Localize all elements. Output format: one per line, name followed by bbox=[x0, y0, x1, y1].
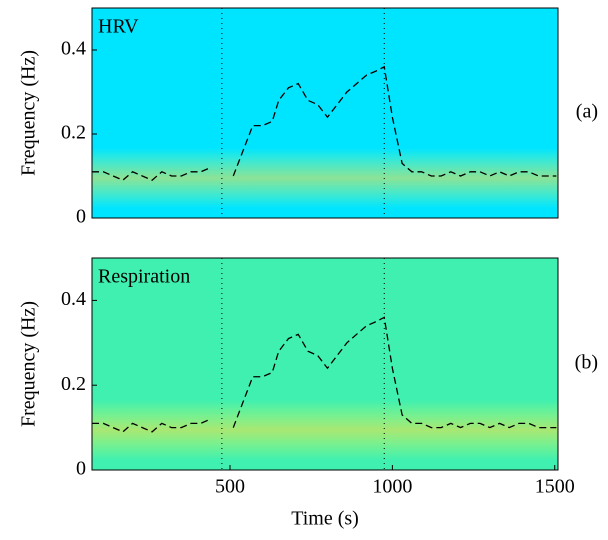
panel-label: (b) bbox=[575, 352, 598, 374]
frame bbox=[91, 7, 559, 219]
y-tick-label: 0.4 bbox=[61, 288, 86, 310]
y-axis-label: Frequency (Hz) bbox=[18, 50, 40, 176]
x-axis-label: Time (s) bbox=[291, 508, 359, 530]
y-axis-label: Frequency (Hz) bbox=[18, 301, 40, 427]
ridge-line bbox=[92, 65, 557, 181]
panel-label: (a) bbox=[576, 101, 598, 123]
band bbox=[92, 400, 558, 460]
x-tick-label: 1500 bbox=[535, 476, 575, 498]
annotation: Respiration bbox=[98, 266, 190, 288]
x-tick-label: 500 bbox=[215, 476, 245, 498]
frame bbox=[91, 257, 559, 471]
y-tick-label: 0 bbox=[76, 206, 86, 228]
y-tick-label: 0.2 bbox=[61, 122, 86, 144]
band bbox=[92, 148, 558, 208]
y-tick-label: 0 bbox=[76, 458, 86, 480]
y-tick-label: 0.4 bbox=[61, 38, 86, 60]
annotation: HRV bbox=[98, 16, 139, 38]
ridge-line bbox=[92, 316, 557, 433]
y-tick-label: 0.2 bbox=[61, 373, 86, 395]
x-tick-label: 1000 bbox=[372, 476, 412, 498]
